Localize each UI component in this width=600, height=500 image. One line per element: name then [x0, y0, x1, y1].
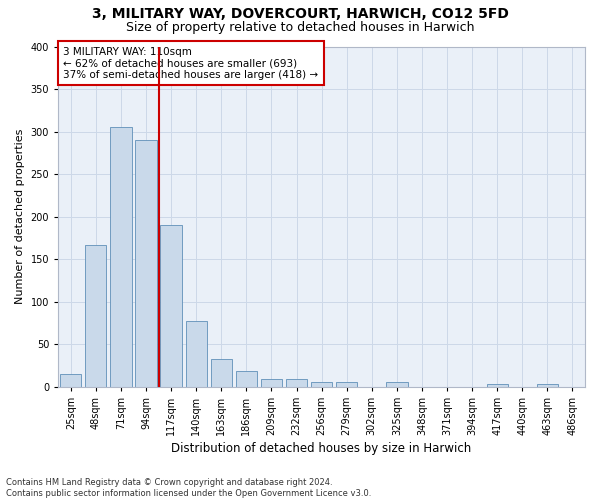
Text: 3 MILITARY WAY: 110sqm
← 62% of detached houses are smaller (693)
37% of semi-de: 3 MILITARY WAY: 110sqm ← 62% of detached… [64, 46, 319, 80]
Bar [60, 374, 82, 386]
Bar [386, 382, 407, 386]
X-axis label: Distribution of detached houses by size in Harwich: Distribution of detached houses by size … [172, 442, 472, 455]
Bar [311, 382, 332, 386]
Bar [336, 382, 358, 386]
Bar [487, 384, 508, 386]
Bar [85, 244, 106, 386]
Bar [286, 379, 307, 386]
Bar [136, 140, 157, 386]
Text: Size of property relative to detached houses in Harwich: Size of property relative to detached ho… [126, 21, 474, 34]
Y-axis label: Number of detached properties: Number of detached properties [15, 129, 25, 304]
Text: 3, MILITARY WAY, DOVERCOURT, HARWICH, CO12 5FD: 3, MILITARY WAY, DOVERCOURT, HARWICH, CO… [92, 8, 508, 22]
Text: Contains HM Land Registry data © Crown copyright and database right 2024.
Contai: Contains HM Land Registry data © Crown c… [6, 478, 371, 498]
Bar [261, 379, 282, 386]
Bar [160, 225, 182, 386]
Bar [110, 128, 131, 386]
Bar [185, 321, 207, 386]
Bar [236, 372, 257, 386]
Bar [211, 360, 232, 386]
Bar [537, 384, 558, 386]
